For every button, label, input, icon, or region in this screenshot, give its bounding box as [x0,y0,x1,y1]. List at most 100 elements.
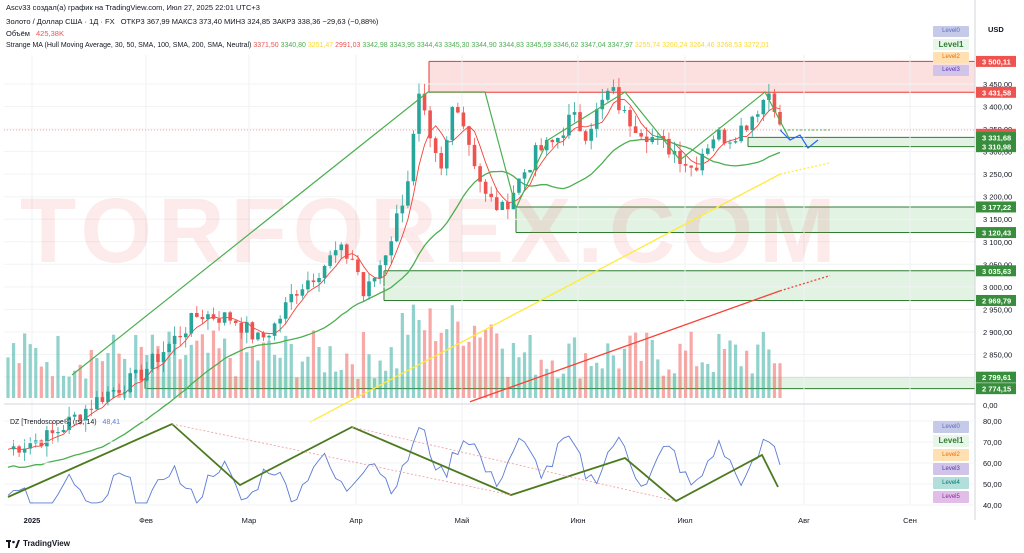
candle-body [522,172,527,179]
indicator-value: 3268,53 [716,42,744,49]
price-badge-label: 2 799,61 [982,373,1011,382]
indicator-legend[interactable]: Strange MA (Hull Moving Average, 30, 50,… [6,42,769,49]
volume-bar [739,366,743,398]
candle-body [67,416,71,431]
volume-value: 425,38K [36,29,64,38]
volume-bar [217,348,221,398]
candle-body [195,312,199,317]
candle-body [61,430,66,433]
volume-bar [561,373,565,398]
candle-body [544,139,549,151]
volume-bar [206,352,210,398]
volume-bar [411,304,416,398]
candle-body [150,353,155,369]
candle-body [167,343,171,353]
volume-bar [445,329,449,398]
candle-body [705,148,710,154]
rsi-tick-label: 50,00 [983,480,1002,489]
volume-bar [422,330,427,398]
volume-bar [534,374,538,398]
time-axis[interactable]: 2025 Фев Мар Апр Май Июн Июл Авг Сен [24,516,917,525]
volume-bar [211,330,216,398]
volume-bar [695,366,699,398]
symbol-title[interactable]: Золото / Доллар США · 1Д · FX [6,17,115,26]
candle-body [611,87,616,91]
rsi-legend[interactable]: DZ [Trendoscope®] (rsi, 14) 48,41 [10,419,120,426]
volume-bar [589,366,593,398]
candle-body [761,99,766,115]
volume-bar [750,373,754,398]
volume-bar [539,359,543,398]
candle-body [322,265,327,279]
volume-bar [550,360,554,398]
candle-body [311,280,316,283]
volume-bar [450,305,454,398]
candle-body [739,125,743,142]
volume-bar [495,333,499,398]
volume-bar [317,347,321,398]
indicator-value: 3346,62 [553,42,581,49]
volume-bar [378,360,382,398]
volume-bar [95,358,99,398]
price-tick-label: 2 900,00 [983,328,1012,337]
volume-bar [250,347,254,398]
volume-legend: Объём 425,38K [6,29,64,38]
candle-body [350,258,355,260]
indicator-value: 2991,03 [335,42,363,49]
volume-bar [389,347,393,398]
price-badge-label: 2 969,79 [982,296,1011,305]
candle-body [228,312,232,321]
price-badge-label: 3 500,11 [982,57,1011,66]
volume-bar [178,359,182,398]
candle-body [394,213,399,242]
candle-body [639,133,643,137]
price-zone [748,137,975,147]
candle-body [317,278,321,283]
volume-bar [645,332,649,398]
volume-bar [511,342,516,398]
volume-bar [461,345,466,398]
time-tick-label: 2025 [24,516,41,525]
candle-body [422,93,427,111]
volume-bar [256,360,260,398]
volume-bar [361,332,366,398]
candle-body [161,352,166,362]
price-axis[interactable]: 2 800,002 850,002 900,002 950,003 000,00… [976,55,1016,510]
candle-body [728,142,732,144]
rsi-label: DZ [Trendoscope®] (rsi, 14) [10,419,97,426]
volume-bar [628,335,632,398]
candle-body [644,136,649,142]
candle-body [439,152,444,169]
candle-body [444,140,449,169]
volume-bar [617,368,621,398]
volume-bar [395,368,399,398]
candle-body [300,289,305,296]
candle-body [72,414,77,417]
candle-body [678,150,682,164]
indicator-value: 3371,50 [253,42,281,49]
footer-brand: TradingView [23,539,70,548]
watermark-text: TORFOREX.COM [20,180,842,282]
volume-bar [200,334,204,398]
volume-bar [556,378,560,398]
sma-200-line [469,290,781,403]
footer[interactable]: TradingView [6,539,70,548]
indicator-value: 3260,24 [662,42,690,49]
candle-body [528,170,532,173]
candle-body [500,201,505,210]
currency-label[interactable]: USD [988,25,1004,34]
candle-body [117,390,121,393]
volume-bar [606,343,610,398]
price-tick-label: 3 050,00 [983,260,1012,269]
price-badge-label: 3 035,63 [982,267,1011,276]
candle-body [755,114,760,117]
volume-bar [28,344,32,398]
candle-body [333,250,338,256]
volume-bar [161,357,166,398]
price-tick-label: 3 100,00 [983,238,1012,247]
candle-body [689,165,693,168]
candle-body [550,139,555,143]
candle-body [39,440,44,447]
candle-body [245,322,249,333]
